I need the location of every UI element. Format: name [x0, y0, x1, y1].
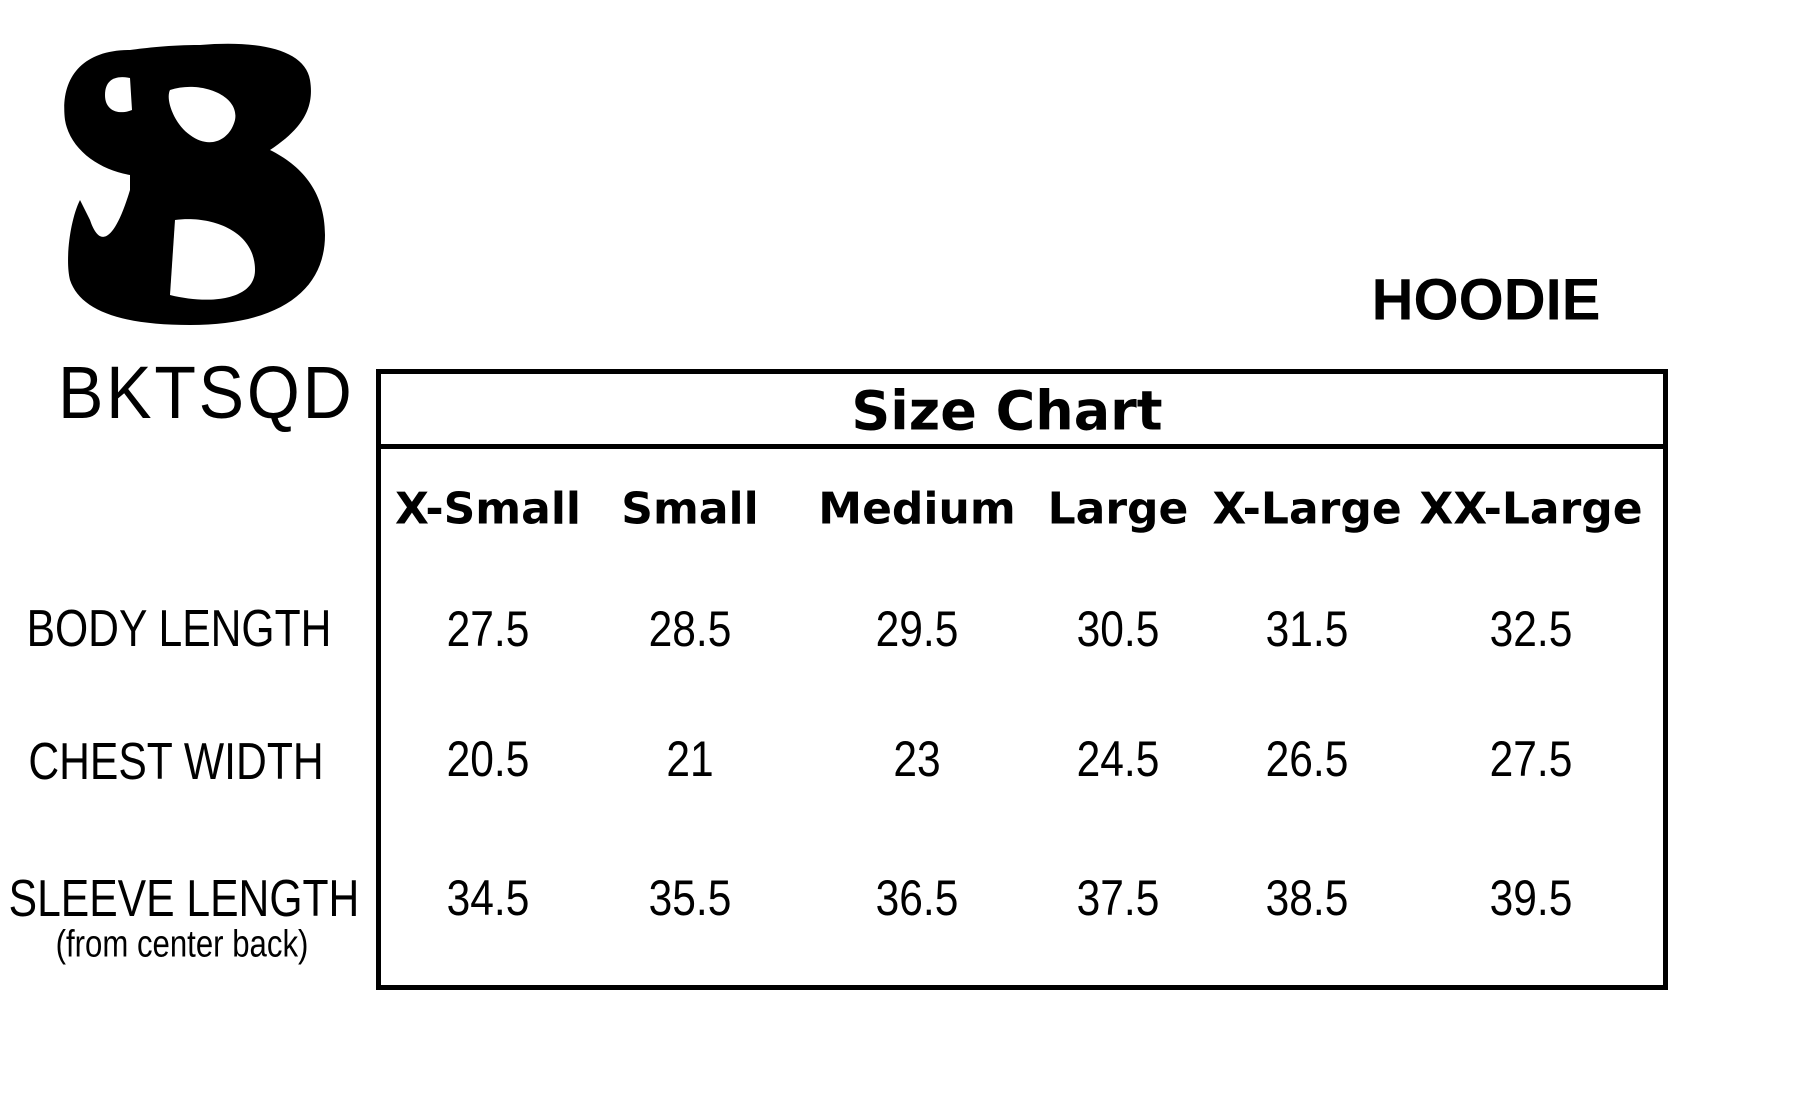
row-sublabel: (from center back): [55, 923, 309, 966]
row-label: SLEEVE LENGTH: [8, 870, 360, 928]
table-title: Size Chart: [851, 379, 1163, 443]
table-cell: 26.5: [1265, 731, 1349, 787]
table-cell: 38.5: [1265, 870, 1349, 926]
table-cell: 39.5: [1489, 870, 1573, 926]
column-header: X-Large: [1212, 483, 1402, 535]
column-header: Large: [1047, 483, 1189, 535]
column-header: Medium: [818, 483, 1016, 535]
table-cell: 32.5: [1489, 601, 1573, 657]
brand-name: BKTSQD: [58, 351, 355, 434]
table-cell: 35.5: [648, 870, 732, 926]
table-cell: 37.5: [1076, 870, 1160, 926]
brand-logo-icon: [64, 43, 326, 326]
table-cell: 29.5: [875, 601, 959, 657]
row-label: CHEST WIDTH: [28, 733, 324, 791]
product-title: HOODIE: [1371, 267, 1601, 333]
column-header: X-Small: [395, 483, 581, 535]
table-cell: 34.5: [446, 870, 530, 926]
table-cell: 20.5: [446, 731, 530, 787]
table-cell: 28.5: [648, 601, 732, 657]
column-header: XX-Large: [1419, 483, 1643, 535]
table-cell: 23: [893, 731, 941, 787]
table-cell: 30.5: [1076, 601, 1160, 657]
table-cell: 27.5: [446, 601, 530, 657]
table-cell: 36.5: [875, 870, 959, 926]
table-cell: 24.5: [1076, 731, 1160, 787]
table-cell: 31.5: [1265, 601, 1349, 657]
size-chart-table: [376, 369, 1668, 990]
row-label: BODY LENGTH: [26, 600, 332, 658]
table-cell: 27.5: [1489, 731, 1573, 787]
table-divider: [376, 444, 1668, 449]
column-header: Small: [621, 483, 759, 535]
table-cell: 21: [666, 731, 714, 787]
